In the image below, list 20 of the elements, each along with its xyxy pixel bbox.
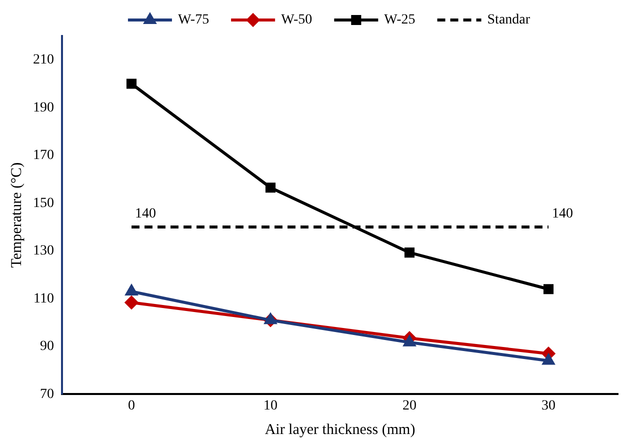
y-tick-label: 190 [33, 100, 54, 116]
legend-label: W-50 [281, 12, 312, 28]
x-tick-label: 0 [128, 398, 135, 414]
y-axis-title: Temperature (°C) [8, 162, 25, 268]
annotation: 140 [135, 206, 156, 222]
y-tick-label: 90 [40, 339, 54, 354]
x-tick-label: 20 [402, 398, 416, 414]
y-tick-label: 150 [33, 196, 54, 211]
annotation: 140 [552, 206, 573, 222]
legend-label: W-75 [178, 12, 210, 28]
y-tick-label: 70 [40, 386, 54, 402]
y-tick-label: 130 [33, 244, 54, 259]
x-tick-label: 30 [542, 398, 556, 414]
legend-label: W-25 [384, 12, 416, 28]
y-tick-label: 210 [33, 52, 54, 68]
y-tick-label: 110 [34, 291, 54, 306]
x-axis-title: Air layer thickness (mm) [264, 422, 416, 438]
y-tick-label: 170 [33, 148, 54, 164]
x-tick-label: 10 [264, 398, 278, 414]
legend-label: Standar [487, 12, 530, 28]
